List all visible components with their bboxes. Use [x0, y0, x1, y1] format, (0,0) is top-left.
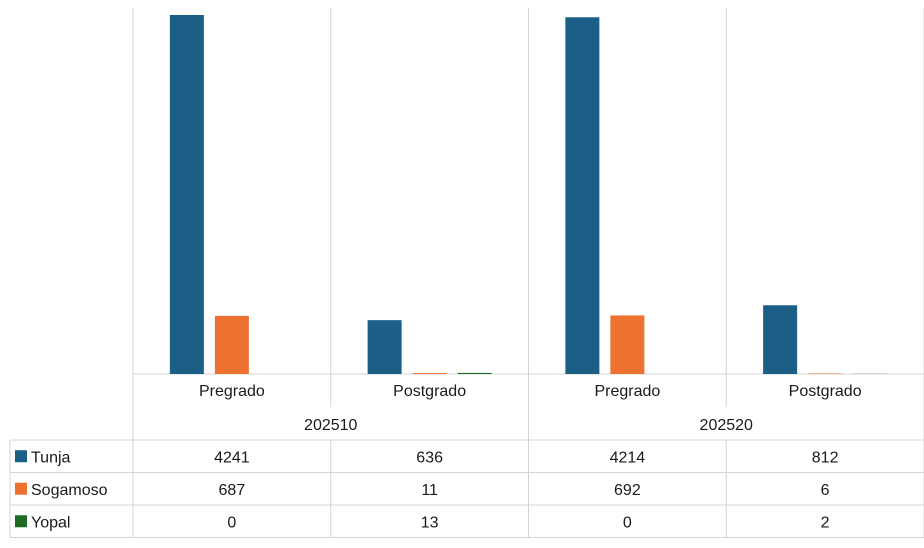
- legend-label-sogamoso: Sogamoso: [31, 482, 108, 499]
- legend-key-tunja: [15, 450, 27, 462]
- bar-tunja-pregrado-202510: [170, 15, 204, 374]
- bar-yopal-postgrado-202510: [458, 373, 492, 374]
- bar-sogamoso-pregrado-202520: [610, 315, 644, 374]
- legend-key-yopal: [15, 515, 27, 527]
- table-cell-value: 13: [421, 514, 439, 531]
- bar-tunja-pregrado-202520: [565, 17, 599, 374]
- table-cell-value: 0: [623, 514, 632, 531]
- bar-sogamoso-postgrado-202520: [808, 373, 842, 374]
- table-cell-value: 687: [219, 482, 246, 499]
- group-label: 202510: [304, 417, 357, 434]
- table-cell-value: 4214: [610, 449, 646, 466]
- table-cell-value: 0: [227, 514, 236, 531]
- table-cell-value: 636: [416, 449, 443, 466]
- bar-tunja-postgrado-202520: [763, 305, 797, 374]
- category-label: Postgrado: [393, 383, 466, 400]
- category-label: Pregrado: [594, 383, 660, 400]
- legend-key-sogamoso: [15, 483, 27, 495]
- table-cell-value: 6: [821, 482, 830, 499]
- table-cell-value: 692: [614, 482, 641, 499]
- legend-label-yopal: Yopal: [31, 514, 70, 531]
- table-cell-value: 4241: [214, 449, 250, 466]
- bar-tunja-postgrado-202510: [368, 320, 402, 374]
- group-label: 202520: [700, 417, 753, 434]
- table-cell-value: 812: [812, 449, 839, 466]
- table-cell-value: 2: [821, 514, 830, 531]
- table-cell-value: 11: [421, 482, 438, 499]
- legend-label-tunja: Tunja: [31, 449, 71, 466]
- bar-sogamoso-pregrado-202510: [215, 316, 249, 374]
- category-label: Postgrado: [789, 383, 862, 400]
- bar-sogamoso-postgrado-202510: [413, 373, 447, 374]
- category-label: Pregrado: [199, 383, 265, 400]
